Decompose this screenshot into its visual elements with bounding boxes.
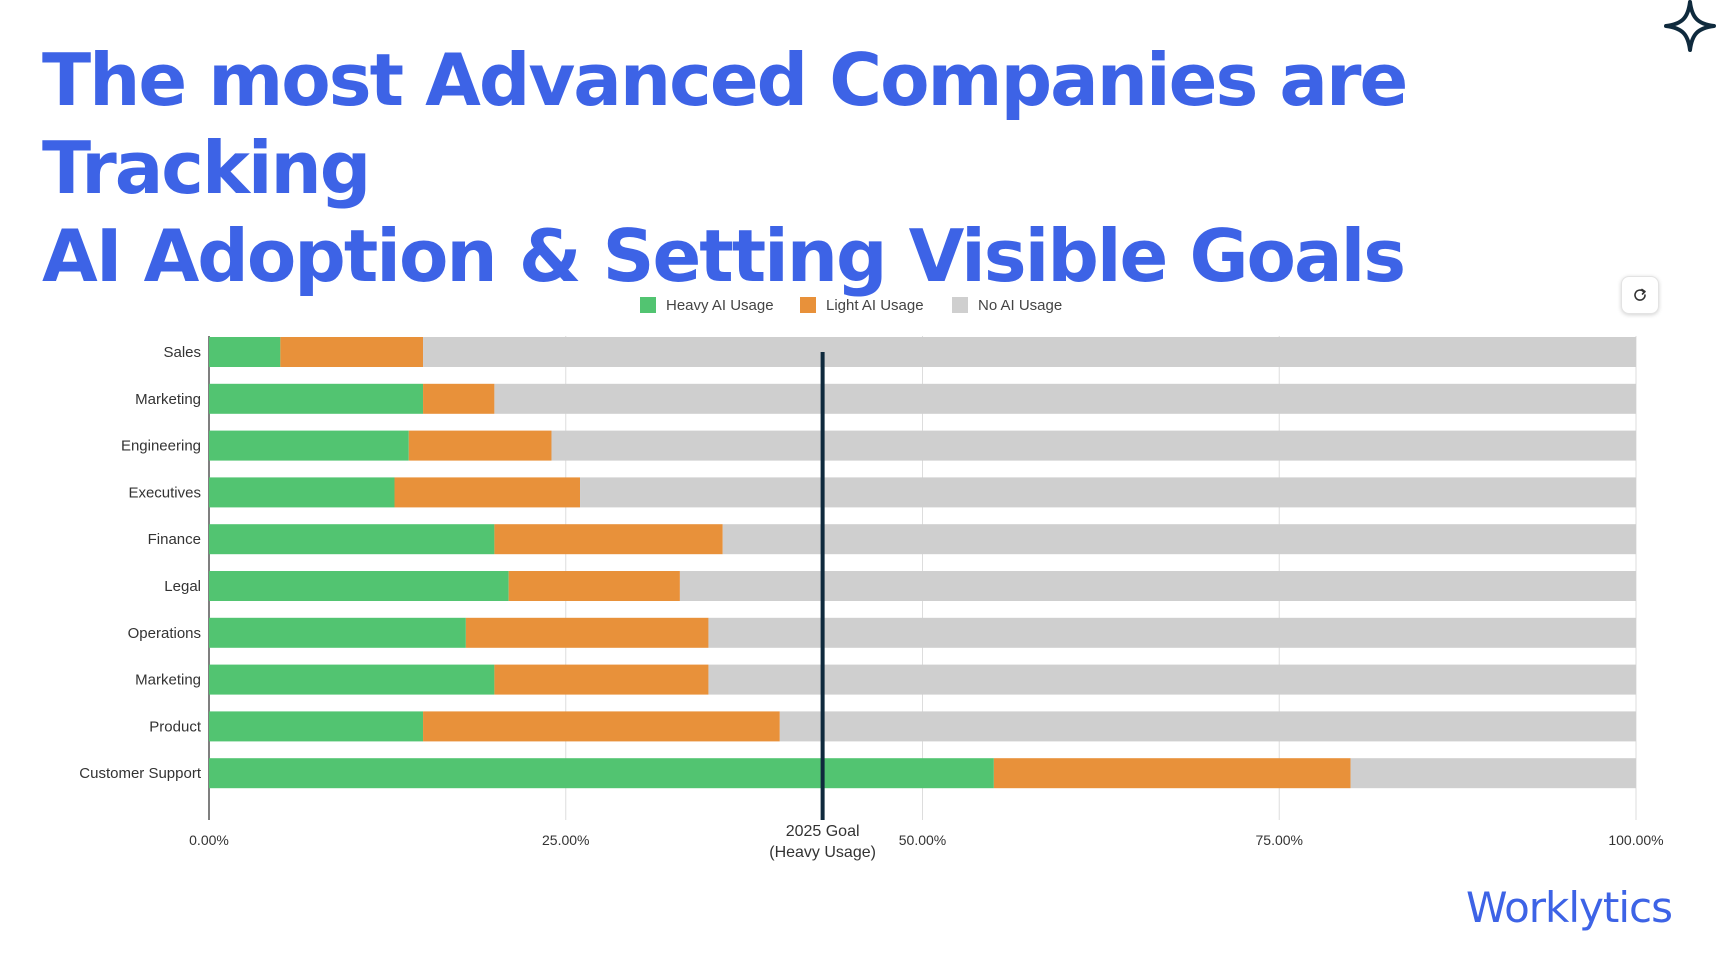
legend-swatch-light-ai-usage	[800, 297, 816, 313]
bar-marketing-light-ai-usage	[423, 383, 495, 414]
goal-label-line-1: 2025 Goal	[786, 823, 860, 840]
x-tick-label: 0.00%	[189, 832, 229, 848]
bar-customer-support-heavy-ai-usage	[209, 758, 994, 789]
refresh-button[interactable]	[1621, 276, 1659, 314]
bar-engineering-light-ai-usage	[408, 430, 552, 461]
bar-engineering-heavy-ai-usage	[209, 430, 409, 461]
bar-marketing-light-ai-usage	[494, 664, 709, 695]
category-label: Finance	[148, 531, 201, 548]
bar-operations-light-ai-usage	[465, 617, 709, 648]
title-line-2: AI Adoption & Setting Visible Goals	[42, 214, 1406, 298]
bar-marketing-no-ai-usage	[494, 383, 1636, 414]
page-title: The most Advanced Companies are Tracking…	[42, 36, 1602, 300]
category-label: Sales	[163, 344, 201, 361]
bar-executives-light-ai-usage	[394, 477, 581, 508]
bar-finance-light-ai-usage	[494, 524, 723, 555]
bar-operations-no-ai-usage	[708, 617, 1636, 648]
x-tick-label: 25.00%	[542, 832, 589, 848]
bar-sales-heavy-ai-usage	[209, 337, 281, 367]
category-label: Marketing	[135, 391, 201, 408]
x-axis-ticks: 0.00% 25.00% 50.00% 75.00% 100.00%	[189, 832, 1663, 848]
x-tick-label: 100.00%	[1608, 832, 1663, 848]
bar-product-no-ai-usage	[779, 711, 1636, 742]
bar-customer-support-light-ai-usage	[993, 758, 1351, 789]
bar-customer-support-no-ai-usage	[1350, 758, 1636, 789]
bar-legal-no-ai-usage	[679, 571, 1636, 601]
category-label: Executives	[128, 484, 201, 501]
title-line-1: The most Advanced Companies are Tracking	[42, 38, 1408, 210]
bar-legal-heavy-ai-usage	[209, 571, 509, 601]
category-label: Product	[149, 718, 202, 735]
legend-swatch-no-ai-usage	[952, 297, 968, 313]
chart-bars	[209, 337, 1636, 789]
bar-product-light-ai-usage	[423, 711, 780, 742]
bar-marketing-heavy-ai-usage	[209, 383, 424, 414]
category-labels: Sales Marketing Engineering Executives Finan…	[79, 344, 202, 782]
bar-sales-light-ai-usage	[280, 337, 424, 367]
legend-label-heavy-ai-usage: Heavy AI Usage	[666, 297, 774, 314]
category-label: Legal	[164, 578, 201, 595]
sparkle-icon	[1664, 0, 1716, 52]
bar-executives-heavy-ai-usage	[209, 477, 395, 508]
refresh-icon	[1634, 288, 1646, 301]
chart-legend: Heavy AI Usage Light AI Usage No AI Usage	[640, 297, 1062, 314]
bar-marketing-heavy-ai-usage	[209, 664, 495, 695]
x-tick-label: 75.00%	[1256, 832, 1303, 848]
goal-label-line-2: (Heavy Usage)	[769, 844, 876, 861]
category-label: Operations	[128, 625, 201, 642]
category-label: Marketing	[135, 672, 201, 689]
bar-operations-heavy-ai-usage	[209, 617, 466, 648]
bar-marketing-no-ai-usage	[708, 664, 1636, 695]
legend-swatch-heavy-ai-usage	[640, 297, 656, 313]
bar-engineering-no-ai-usage	[551, 430, 1636, 461]
worklytics-logo: Worklytics	[1466, 883, 1673, 932]
legend-label-light-ai-usage: Light AI Usage	[826, 297, 924, 314]
goal-marker: 2025 Goal (Heavy Usage)	[769, 352, 876, 861]
bar-sales-no-ai-usage	[423, 337, 1636, 367]
category-label: Engineering	[121, 438, 201, 455]
category-label: Customer Support	[79, 765, 202, 782]
bar-legal-light-ai-usage	[508, 571, 680, 601]
bar-executives-no-ai-usage	[580, 477, 1636, 508]
legend-label-no-ai-usage: No AI Usage	[978, 297, 1062, 314]
x-tick-label: 50.00%	[899, 832, 946, 848]
bar-finance-heavy-ai-usage	[209, 524, 495, 555]
bar-finance-no-ai-usage	[722, 524, 1636, 555]
bar-product-heavy-ai-usage	[209, 711, 424, 742]
